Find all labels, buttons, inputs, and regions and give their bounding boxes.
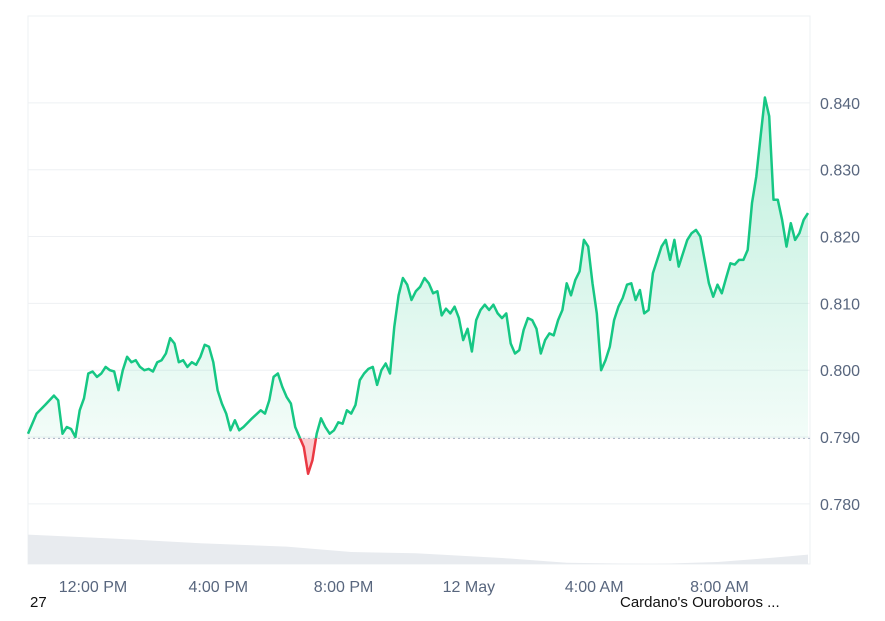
y-tick-label: 0.800 [820, 363, 860, 380]
x-tick-label: 12 May [443, 579, 495, 596]
area-above-reference [28, 97, 808, 439]
y-tick-label: 0.840 [820, 96, 860, 113]
x-tick-label: 4:00 AM [565, 579, 624, 596]
volume-area [28, 534, 808, 564]
y-tick-label: 0.830 [820, 163, 860, 180]
x-axis: 12:00 PM 4:00 PM 8:00 PM 12 May 4:00 AM 8:00 … [59, 579, 749, 596]
footer-news-link[interactable]: Cardano's Ouroboros ... [620, 594, 780, 611]
volume-shape [28, 534, 808, 564]
price-chart: 0.840 0.830 0.820 0.810 0.800 0.790 0.780 12:0… [26, 15, 860, 596]
x-tick-label: 12:00 PM [59, 579, 127, 596]
y-axis: 0.840 0.830 0.820 0.810 0.800 0.790 0.780 [820, 96, 860, 514]
x-tick-label: 8:00 PM [314, 579, 374, 596]
line-above-reference [26, 96, 810, 439]
x-tick-label: 8:00 AM [690, 579, 749, 596]
y-tick-label: 0.810 [820, 296, 860, 313]
price-area-fill [28, 97, 808, 474]
y-tick-label: 0.780 [820, 497, 860, 514]
x-tick-label: 4:00 PM [189, 579, 249, 596]
price-line [26, 96, 810, 476]
y-tick-label: 0.790 [820, 430, 860, 447]
footer-left-label: 27 [30, 594, 47, 611]
y-tick-label: 0.820 [820, 230, 860, 247]
